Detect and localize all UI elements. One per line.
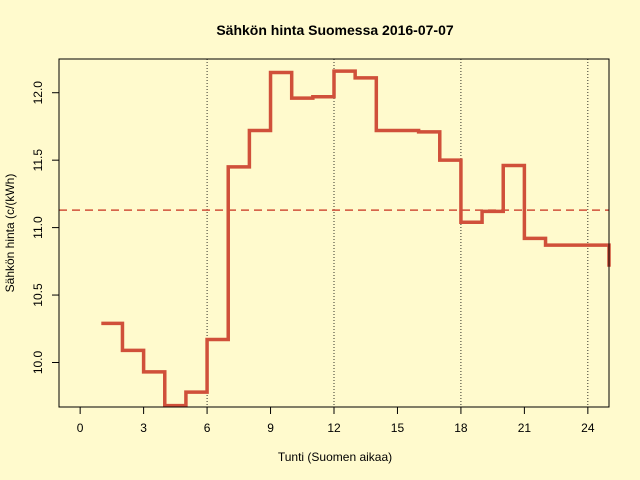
plot-area: 0 3 6 9 12 15 18 21 24 10.0 10.5 11.0 11.5 12.0 bbox=[31, 58, 611, 435]
x-tick-label: 21 bbox=[518, 421, 532, 435]
x-tick-label: 18 bbox=[454, 421, 468, 435]
y-tick-label: 11.5 bbox=[31, 149, 45, 172]
y-tick-label: 11.0 bbox=[31, 216, 45, 239]
y-tick-label: 12.0 bbox=[31, 81, 45, 105]
x-tick-label: 6 bbox=[204, 421, 211, 435]
x-tick-label: 24 bbox=[581, 421, 595, 435]
chart-title: Sähkön hinta Suomessa 2016-07-07 bbox=[216, 22, 454, 38]
x-tick-label: 15 bbox=[391, 421, 405, 435]
x-tick-label: 9 bbox=[267, 421, 274, 435]
x-tick-label: 3 bbox=[140, 421, 147, 435]
y-tick-label: 10.0 bbox=[31, 350, 45, 374]
x-tick-label: 0 bbox=[77, 421, 84, 435]
x-axis-label: Tunti (Suomen aikaa) bbox=[278, 450, 392, 464]
y-axis-label: Sähkön hinta (c/(kWh) bbox=[3, 174, 17, 293]
y-tick-label: 10.5 bbox=[31, 283, 45, 307]
price-step-line bbox=[101, 69, 611, 408]
x-tick-label: 12 bbox=[327, 421, 341, 435]
